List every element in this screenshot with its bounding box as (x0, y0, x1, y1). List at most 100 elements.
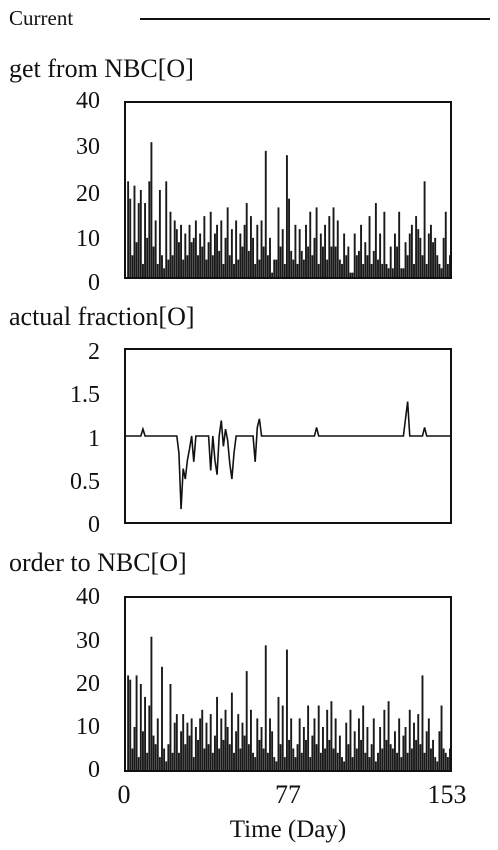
ytick-label: 10 (76, 714, 100, 740)
x-axis-title: Time (Day) (229, 816, 347, 843)
bar (199, 233, 202, 277)
bar (135, 242, 138, 277)
bar (207, 744, 210, 770)
bar (203, 748, 206, 770)
bar (362, 263, 365, 277)
bar (311, 735, 314, 770)
bar (207, 242, 210, 277)
xtick-label: 0 (117, 780, 131, 809)
bar (302, 727, 305, 770)
bar (400, 268, 403, 277)
bar (326, 259, 329, 277)
bar (311, 255, 314, 277)
bar (281, 705, 284, 770)
bar (396, 752, 399, 770)
bar (432, 242, 435, 277)
bar (171, 752, 174, 770)
bar (205, 259, 208, 277)
bar (387, 268, 390, 277)
xtick-label: 77 (275, 780, 301, 809)
bar (220, 718, 223, 770)
bar (224, 237, 227, 277)
bar (264, 150, 267, 277)
bar (408, 709, 411, 770)
ytick-label: 0 (88, 270, 100, 296)
bar (127, 181, 130, 277)
bar (347, 744, 350, 770)
bar (410, 224, 413, 277)
bar (141, 731, 144, 770)
bar (237, 714, 240, 770)
bar (398, 211, 401, 277)
bar (156, 718, 159, 770)
bar (237, 259, 240, 277)
bar (302, 259, 305, 277)
bar (290, 250, 293, 277)
bar (402, 268, 405, 277)
bar (321, 246, 324, 277)
bar (269, 718, 271, 770)
plot-area-get-from-nbc (124, 101, 452, 279)
bar (137, 203, 140, 277)
bar (243, 735, 246, 770)
bar (184, 233, 187, 277)
bar (283, 263, 286, 277)
bar (298, 718, 301, 770)
bar (192, 237, 195, 277)
bar (161, 255, 163, 277)
bar (377, 752, 379, 770)
bar (305, 224, 307, 277)
bar (438, 263, 441, 277)
bar (220, 220, 223, 277)
ytick-label: 20 (76, 181, 100, 207)
bar (385, 263, 388, 277)
bar (372, 718, 375, 770)
bar (313, 237, 316, 277)
bar (177, 242, 180, 277)
bar (173, 722, 176, 770)
bar (357, 250, 360, 277)
bar (313, 718, 316, 770)
bar (317, 705, 320, 770)
bar (440, 268, 443, 277)
bar (413, 263, 415, 277)
bar (366, 255, 369, 277)
bar (275, 259, 278, 277)
bar (446, 263, 449, 277)
bar (341, 263, 343, 277)
bar (288, 198, 291, 277)
bar (355, 748, 358, 770)
bar (273, 757, 276, 770)
bar (158, 757, 161, 770)
bar (328, 739, 331, 770)
bar (216, 696, 219, 770)
ytick-label: 0 (88, 512, 100, 538)
bar (169, 211, 172, 277)
bar (372, 250, 375, 277)
bar (436, 255, 439, 277)
bar (387, 701, 390, 770)
bar (370, 263, 373, 277)
bar (307, 246, 310, 277)
bar (275, 761, 278, 770)
bar (292, 748, 295, 770)
bar (264, 645, 267, 770)
bar (156, 263, 159, 277)
bar (209, 714, 212, 770)
bar (258, 739, 261, 770)
bar (131, 255, 134, 277)
chart-title-actual-fraction: actual fraction[O] (9, 302, 195, 331)
bar (351, 272, 354, 277)
bar (305, 739, 307, 770)
bar (364, 242, 367, 277)
bar (285, 649, 288, 770)
bar (391, 268, 394, 277)
bar (127, 675, 130, 770)
bar (197, 739, 199, 770)
bar (341, 757, 343, 770)
bar (377, 259, 379, 277)
ytick-label: 0.5 (70, 469, 100, 495)
bar (389, 246, 392, 277)
bar (374, 761, 377, 770)
bar (169, 684, 172, 770)
